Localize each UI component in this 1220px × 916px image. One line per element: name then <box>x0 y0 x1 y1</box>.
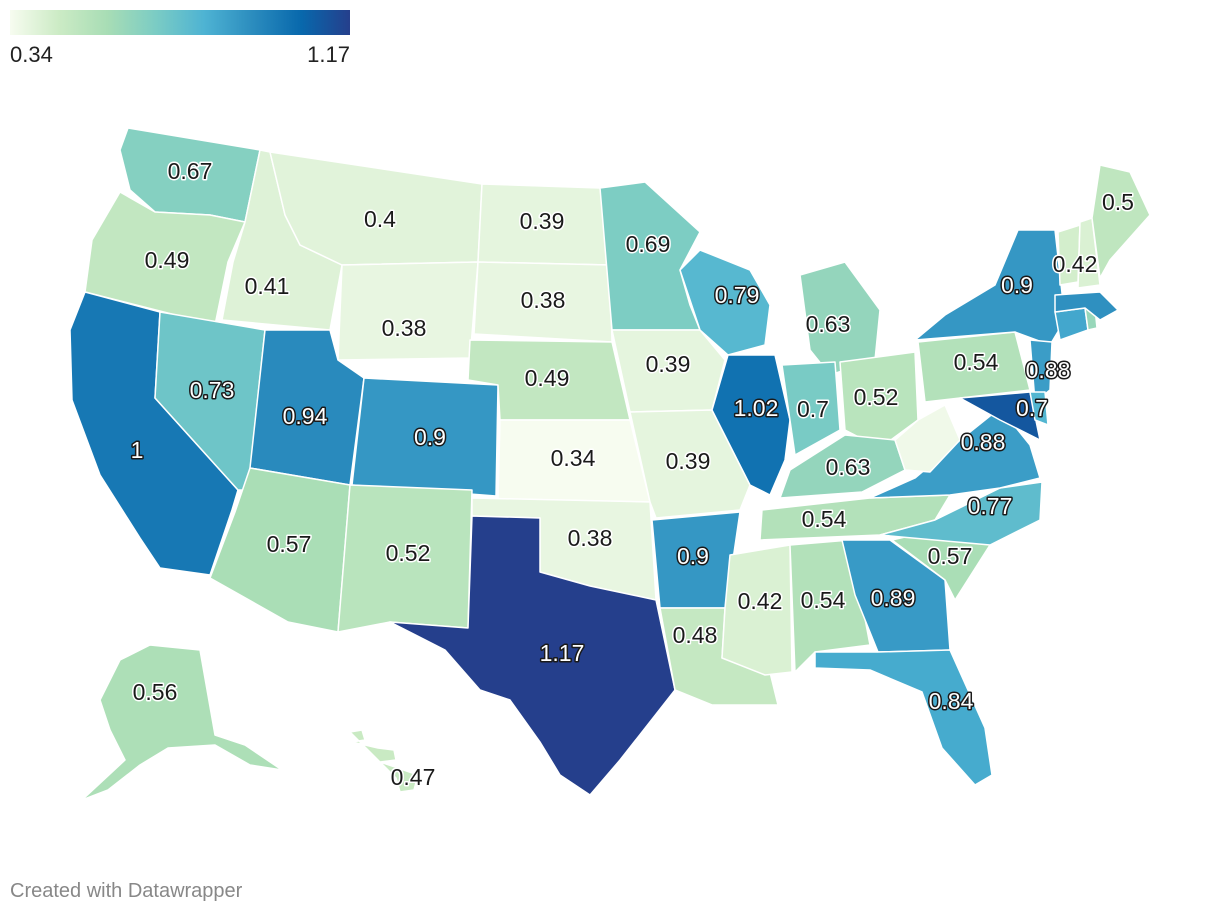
legend-gradient-bar <box>10 10 350 35</box>
state-tx[interactable] <box>389 515 676 796</box>
state-label-ks: 0.34 <box>551 445 596 471</box>
legend-min-label: 0.34 <box>10 42 53 67</box>
state-label-mn: 0.69 <box>626 231 671 257</box>
state-label-nc: 0.77 <box>968 493 1013 519</box>
state-label-sc: 0.57 <box>928 543 973 569</box>
state-de[interactable] <box>1029 391 1049 426</box>
state-label-ms: 0.42 <box>738 588 783 614</box>
state-ny[interactable] <box>914 229 1066 346</box>
state-label-wi: 0.79 <box>715 282 760 308</box>
datawrapper-credit[interactable]: Created with Datawrapper <box>10 880 243 902</box>
state-label-wa: 0.67 <box>168 158 213 184</box>
state-nh[interactable] <box>1077 217 1101 289</box>
state-label-fl: 0.84 <box>929 688 974 714</box>
state-or[interactable] <box>84 191 246 326</box>
state-label-co: 0.9 <box>414 424 446 450</box>
us-choropleth-map: 0.67 0.49 1 0.41 0.73 0.4 0.38 0.94 0.57 0.9 0.52 0… <box>69 127 1151 801</box>
state-label-md: 0.7 <box>1016 395 1048 421</box>
state-label-il: 1.02 <box>734 395 779 421</box>
state-label-az: 0.57 <box>267 531 312 557</box>
state-label-ne: 0.49 <box>525 365 570 391</box>
state-nc[interactable] <box>879 481 1043 546</box>
state-wy[interactable] <box>337 261 479 361</box>
state-il[interactable] <box>711 354 791 496</box>
state-label-ak: 0.56 <box>133 679 178 705</box>
state-label-mi: 0.63 <box>806 311 851 337</box>
state-label-nv: 0.73 <box>190 377 235 403</box>
state-label-la: 0.48 <box>673 622 718 648</box>
state-label-me: 0.5 <box>1102 189 1134 215</box>
state-label-al: 0.54 <box>801 587 846 613</box>
state-label-pa: 0.54 <box>954 349 999 375</box>
state-me[interactable] <box>1091 164 1151 279</box>
state-label-ky: 0.63 <box>826 454 871 480</box>
state-nj[interactable] <box>1029 339 1053 403</box>
state-label-nd: 0.39 <box>520 208 565 234</box>
state-label-ar: 0.9 <box>677 543 709 569</box>
state-wv[interactable] <box>894 404 961 473</box>
state-label-wy: 0.38 <box>382 315 427 341</box>
state-label-ok: 0.38 <box>568 525 613 551</box>
state-label-ca: 1 <box>131 437 144 463</box>
state-label-ut: 0.94 <box>283 403 328 429</box>
state-label-nh: 0.42 <box>1053 251 1098 277</box>
state-ak[interactable] <box>81 644 283 801</box>
color-legend: 0.34 1.17 <box>10 10 350 67</box>
state-label-va: 0.88 <box>961 429 1006 455</box>
state-label-mt: 0.4 <box>364 206 396 232</box>
state-ct[interactable] <box>1054 307 1089 341</box>
state-label-sd: 0.38 <box>521 287 566 313</box>
state-label-nj: 0.88 <box>1026 357 1071 383</box>
state-label-tx: 1.17 <box>540 640 585 666</box>
state-in[interactable] <box>781 361 841 456</box>
state-fl[interactable] <box>814 649 993 786</box>
state-label-id: 0.41 <box>245 273 290 299</box>
state-label-hi: 0.47 <box>391 764 436 790</box>
legend-max-label: 1.17 <box>307 42 350 67</box>
state-label-in: 0.7 <box>797 396 829 422</box>
state-co[interactable] <box>351 377 499 497</box>
state-label-tn: 0.54 <box>802 506 847 532</box>
state-oh[interactable] <box>839 351 919 449</box>
state-label-oh: 0.52 <box>854 384 899 410</box>
state-label-ny: 0.9 <box>1001 272 1033 298</box>
state-label-mo: 0.39 <box>666 448 711 474</box>
state-label-nm: 0.52 <box>386 540 431 566</box>
state-md[interactable] <box>959 391 1041 441</box>
state-label-ia: 0.39 <box>646 351 691 377</box>
state-hi[interactable] <box>349 729 419 793</box>
state-ma[interactable] <box>1054 291 1119 321</box>
state-label-ga: 0.89 <box>871 585 916 611</box>
state-label-or: 0.49 <box>145 247 190 273</box>
state-wi[interactable] <box>679 249 771 356</box>
